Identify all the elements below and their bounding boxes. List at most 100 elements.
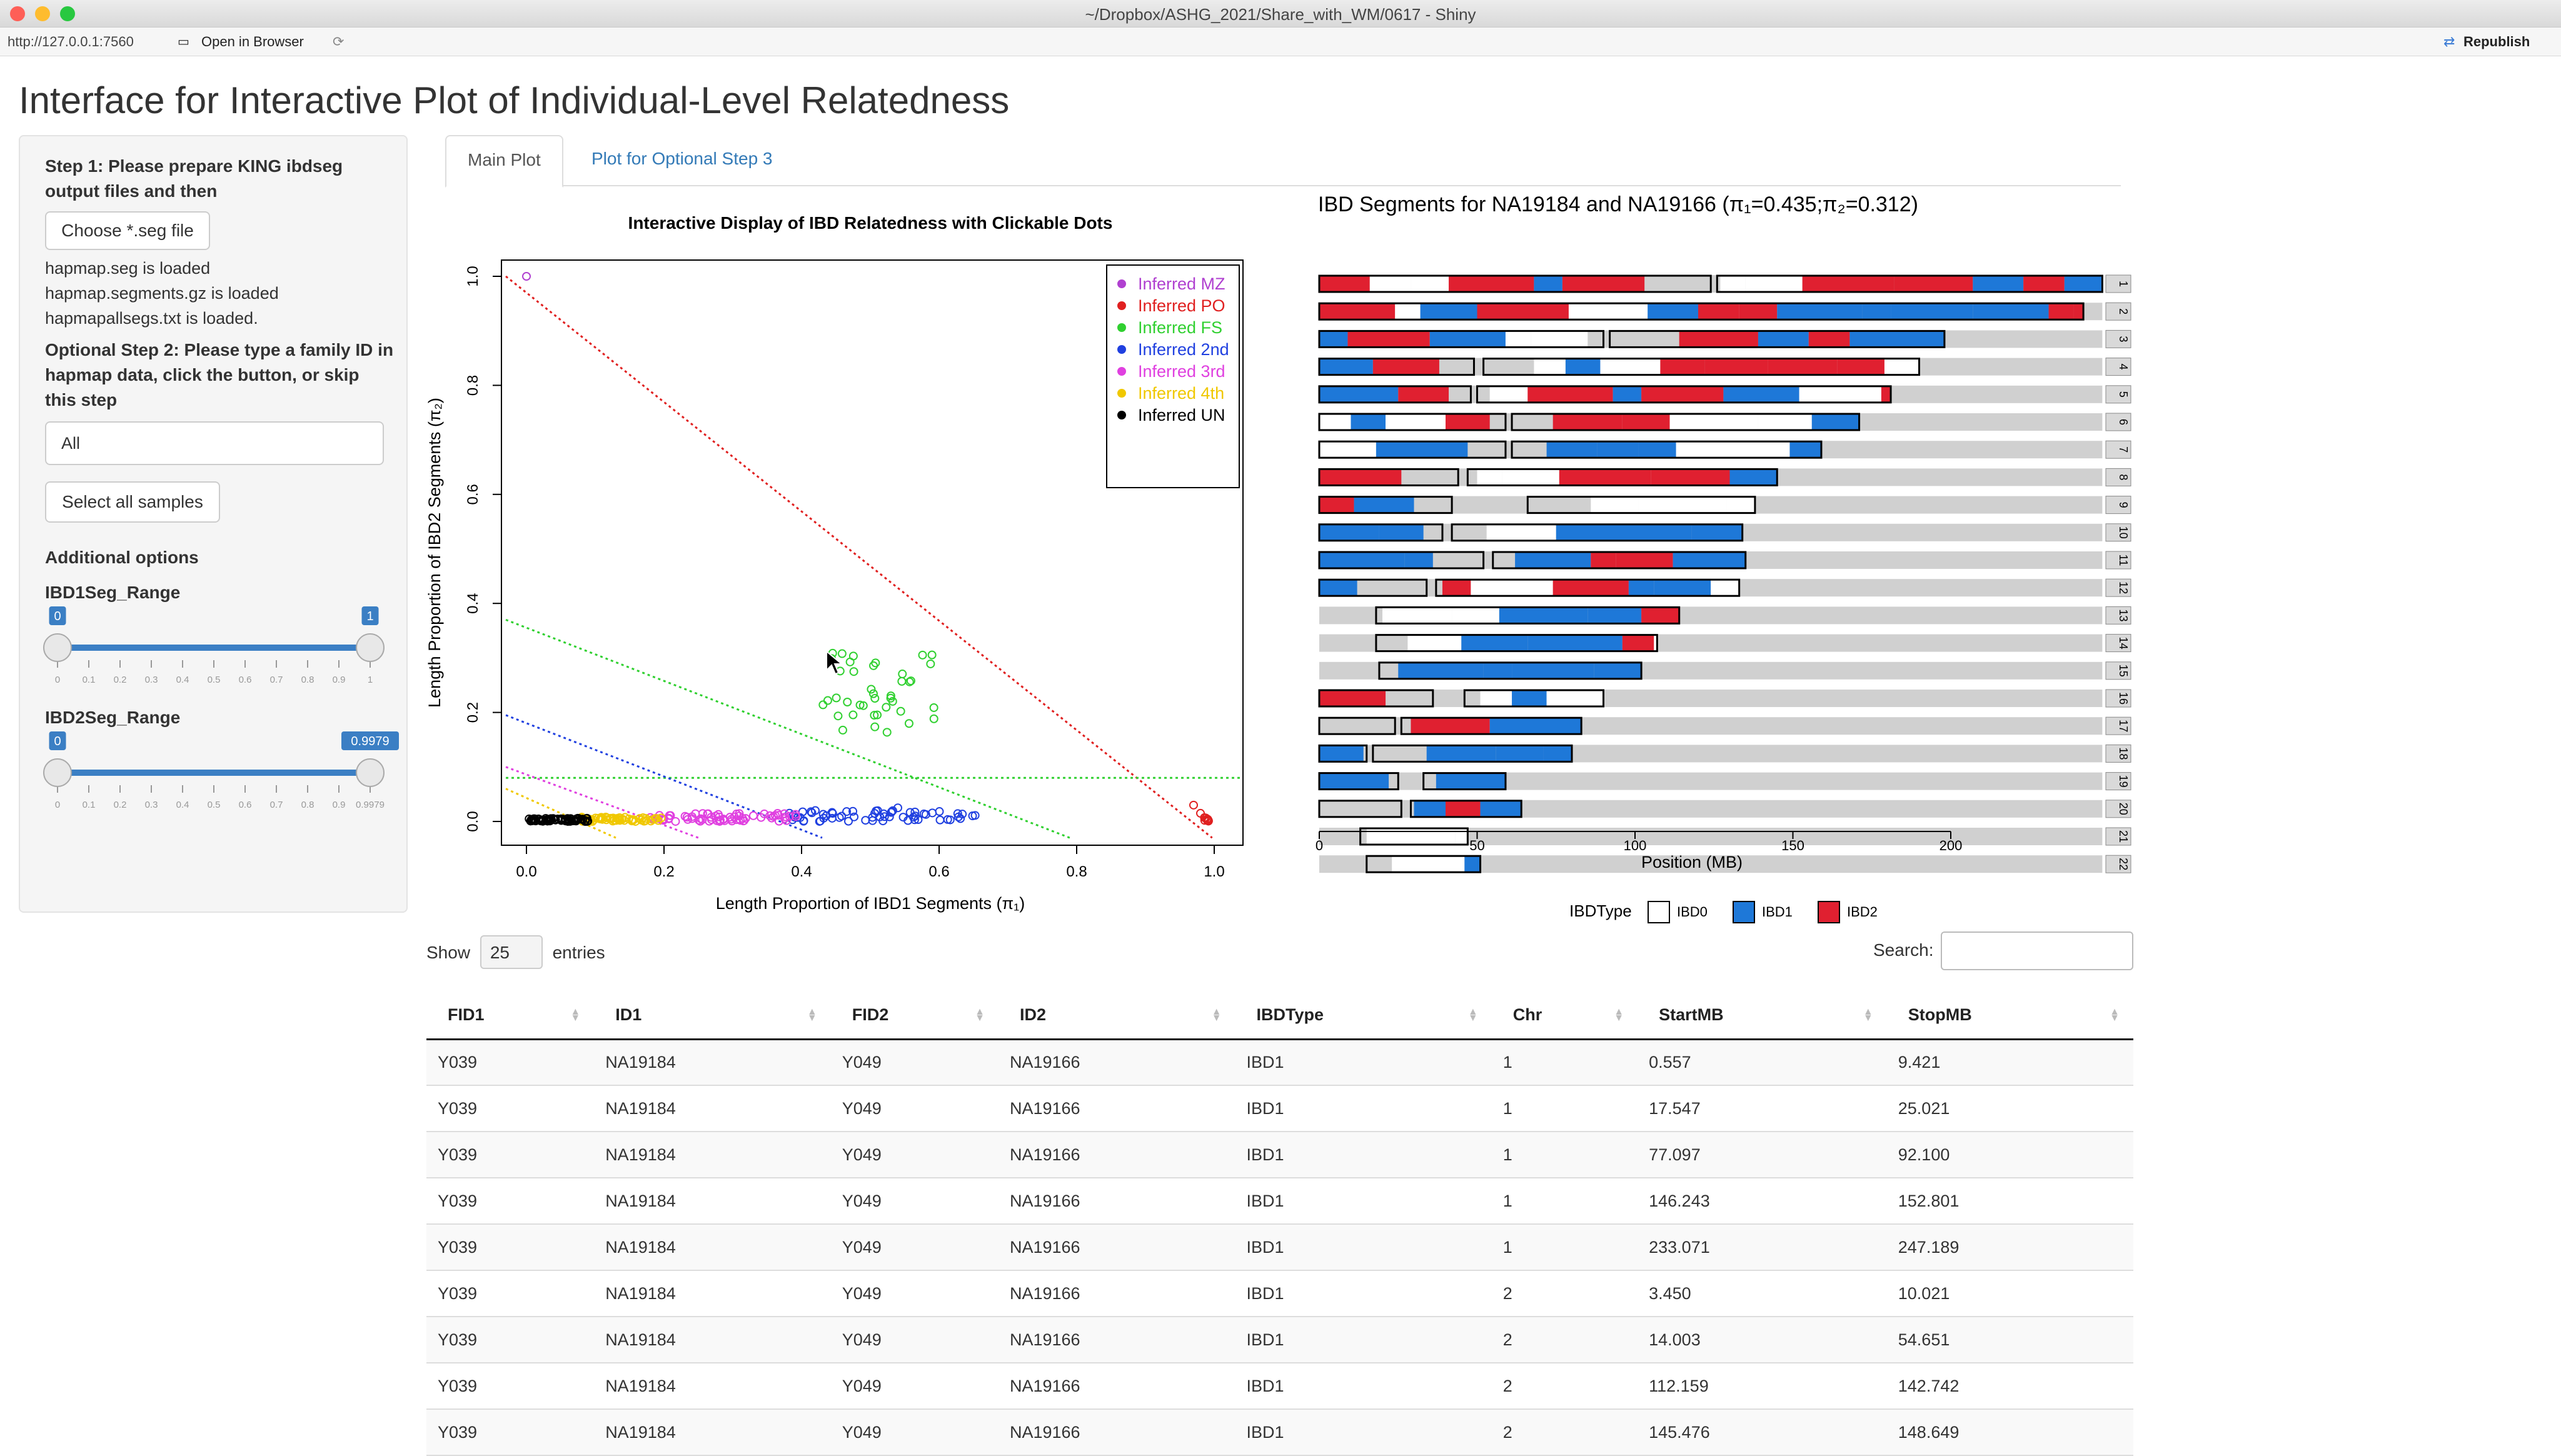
third-point[interactable] — [741, 814, 750, 823]
fs-point[interactable] — [858, 701, 868, 710]
tab-optional-step3[interactable]: Plot for Optional Step 3 — [591, 149, 773, 168]
fs-point[interactable] — [867, 685, 876, 694]
column-header-id1[interactable]: ID1 ▲ ▼ — [594, 992, 831, 1040]
family-id-input[interactable]: All — [45, 421, 384, 465]
fourth-point[interactable] — [608, 816, 618, 826]
second-point[interactable] — [811, 806, 820, 815]
column-header-ibdtype[interactable]: IBDType ▲ ▼ — [1235, 992, 1492, 1040]
third-point[interactable] — [791, 810, 800, 819]
third-point[interactable] — [748, 811, 758, 820]
select-all-samples-button[interactable]: Select all samples — [45, 481, 220, 523]
fs-point[interactable] — [848, 710, 858, 720]
second-point[interactable] — [913, 815, 923, 825]
fs-point[interactable] — [896, 706, 905, 716]
sort-icon[interactable]: ▲ ▼ — [1863, 1007, 1873, 1023]
third-point[interactable] — [765, 811, 775, 820]
choose-file-button[interactable]: Choose *.seg file — [45, 211, 210, 250]
unrelated-point[interactable] — [582, 816, 591, 826]
republish-button[interactable]: Republish — [2463, 34, 2530, 49]
column-header-chr[interactable]: Chr ▲ ▼ — [1491, 992, 1638, 1040]
fs-point[interactable] — [818, 700, 828, 710]
second-point[interactable] — [953, 812, 963, 821]
fs-point[interactable] — [855, 700, 865, 710]
second-point[interactable] — [835, 813, 844, 822]
fs-point[interactable] — [870, 722, 880, 731]
column-header-startmb[interactable]: StartMB ▲ ▼ — [1638, 992, 1887, 1040]
unrelated-point[interactable] — [569, 816, 578, 825]
fourth-point[interactable] — [627, 816, 636, 826]
second-point[interactable] — [935, 815, 945, 825]
second-point[interactable] — [873, 806, 882, 815]
entries-select[interactable]: 25 — [480, 935, 543, 969]
table-row[interactable]: Y039 NA19184 Y049 NA19166 IBD1 1 0.557 9.421 — [426, 1039, 2133, 1086]
third-point[interactable] — [774, 811, 783, 820]
third-point[interactable] — [720, 816, 729, 825]
ibd1-slider-handle-min[interactable] — [43, 633, 72, 662]
table-row[interactable]: Y039 NA19184 Y049 NA19166 IBD1 2 145.476 148.64… — [426, 1409, 2133, 1456]
fs-point[interactable] — [848, 651, 858, 661]
table-row[interactable]: Y039 NA19184 Y049 NA19166 IBD1 2 112.159 142.74… — [426, 1363, 2133, 1410]
fs-point[interactable] — [886, 691, 895, 701]
second-point[interactable] — [848, 806, 858, 816]
fs-point[interactable] — [905, 677, 914, 686]
second-point[interactable] — [956, 814, 965, 823]
unrelated-point[interactable] — [529, 816, 538, 825]
second-point[interactable] — [893, 803, 902, 813]
ibd2-slider-handle-max[interactable] — [356, 758, 385, 787]
table-row[interactable]: Y039 NA19184 Y049 NA19166 IBD1 2 3.450 10.021 — [426, 1270, 2133, 1317]
close-window-button[interactable] — [10, 6, 25, 21]
second-point[interactable] — [850, 812, 859, 821]
fs-point[interactable] — [837, 649, 847, 658]
unrelated-point[interactable] — [556, 815, 565, 825]
second-point[interactable] — [880, 812, 889, 821]
unrelated-point[interactable] — [582, 813, 591, 823]
table-row[interactable]: Y039 NA19184 Y049 NA19166 IBD1 2 14.003 54.651 — [426, 1317, 2133, 1363]
third-point[interactable] — [691, 809, 700, 818]
minimize-window-button[interactable] — [35, 6, 50, 21]
column-header-fid1[interactable]: FID1 ▲ ▼ — [426, 992, 595, 1040]
fourth-point[interactable] — [647, 816, 656, 826]
fs-point[interactable] — [849, 667, 858, 676]
second-point[interactable] — [943, 815, 952, 824]
third-point[interactable] — [780, 809, 789, 818]
open-in-browser-button[interactable]: Open in Browser — [201, 34, 304, 49]
zoom-window-button[interactable] — [60, 6, 75, 21]
second-point[interactable] — [868, 813, 877, 822]
sort-icon[interactable]: ▲ ▼ — [570, 1007, 581, 1023]
fs-point[interactable] — [882, 703, 891, 712]
fourth-point[interactable] — [598, 815, 607, 824]
po-point[interactable] — [1203, 815, 1212, 824]
fs-point[interactable] — [906, 676, 915, 686]
fs-point[interactable] — [838, 725, 847, 735]
sort-icon[interactable]: ▲ ▼ — [1211, 1007, 1222, 1023]
fs-point[interactable] — [870, 711, 879, 720]
mz-point[interactable] — [522, 272, 531, 281]
table-row[interactable]: Y039 NA19184 Y049 NA19166 IBD1 1 17.547 25.021 — [426, 1085, 2133, 1132]
second-point[interactable] — [868, 816, 877, 825]
second-point[interactable] — [842, 807, 852, 816]
column-header-fid2[interactable]: FID2 ▲ ▼ — [830, 992, 999, 1040]
second-point[interactable] — [807, 807, 816, 816]
table-row[interactable]: Y039 NA19184 Y049 NA19166 IBD1 1 233.071 247.18… — [426, 1224, 2133, 1271]
second-point[interactable] — [843, 816, 853, 826]
fs-point[interactable] — [871, 658, 880, 668]
sort-icon[interactable]: ▲ ▼ — [2110, 1007, 2120, 1023]
fs-point[interactable] — [926, 659, 935, 668]
second-point[interactable] — [819, 813, 828, 823]
second-point[interactable] — [818, 810, 828, 819]
unrelated-point[interactable] — [535, 815, 544, 824]
fs-point[interactable] — [929, 714, 938, 723]
fs-point[interactable] — [929, 703, 938, 712]
second-point[interactable] — [928, 808, 937, 818]
sort-icon[interactable]: ▲ ▼ — [1614, 1007, 1624, 1023]
third-point[interactable] — [703, 809, 712, 818]
second-point[interactable] — [898, 813, 908, 822]
fourth-point[interactable] — [638, 813, 648, 822]
fs-point[interactable] — [843, 698, 852, 707]
table-row[interactable]: Y039 NA19184 Y049 NA19166 IBD1 1 77.097 92.100 — [426, 1132, 2133, 1178]
second-point[interactable] — [953, 809, 962, 818]
fs-point[interactable] — [927, 650, 937, 660]
ibd1-slider-handle-max[interactable] — [356, 633, 385, 662]
fs-point[interactable] — [870, 694, 880, 703]
fs-point[interactable] — [873, 710, 882, 720]
